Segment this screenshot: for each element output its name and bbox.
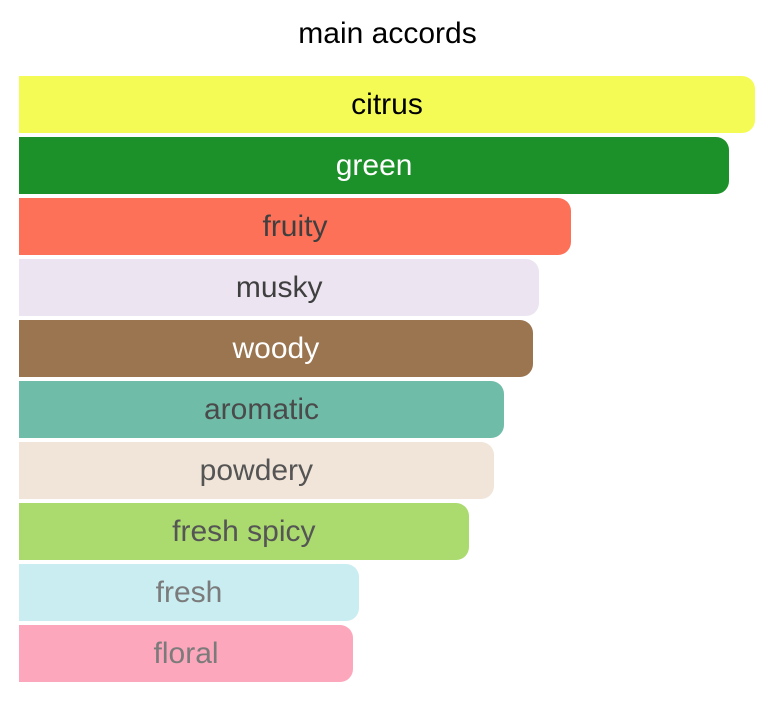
accord-label: woody xyxy=(232,331,320,365)
accord-bar-woody: woody xyxy=(19,320,533,377)
accord-bar-aromatic: aromatic xyxy=(19,381,505,438)
accord-label: aromatic xyxy=(203,392,320,426)
accord-label: fresh xyxy=(155,575,223,609)
accord-bar-floral: floral xyxy=(19,625,354,682)
accord-bar-musky: musky xyxy=(19,259,540,316)
accord-label: fruity xyxy=(262,209,328,243)
accord-bar-fresh-spicy: fresh spicy xyxy=(19,503,469,560)
accord-bar-powdery: powdery xyxy=(19,442,494,499)
accord-bar-green: green xyxy=(19,137,730,194)
accord-label: powdery xyxy=(199,453,314,487)
accord-label: musky xyxy=(235,270,323,304)
accord-label: fresh spicy xyxy=(172,514,316,548)
accord-label: citrus xyxy=(351,87,423,121)
accord-bar-fresh: fresh xyxy=(19,564,360,621)
chart-title: main accords xyxy=(298,17,477,50)
accord-bars: citrus green fruity musky woody aromatic… xyxy=(0,76,775,682)
accord-label: floral xyxy=(153,636,219,670)
accord-bar-fruity: fruity xyxy=(19,198,571,255)
accord-bar-citrus: citrus xyxy=(19,76,755,133)
accord-label: green xyxy=(335,148,413,182)
